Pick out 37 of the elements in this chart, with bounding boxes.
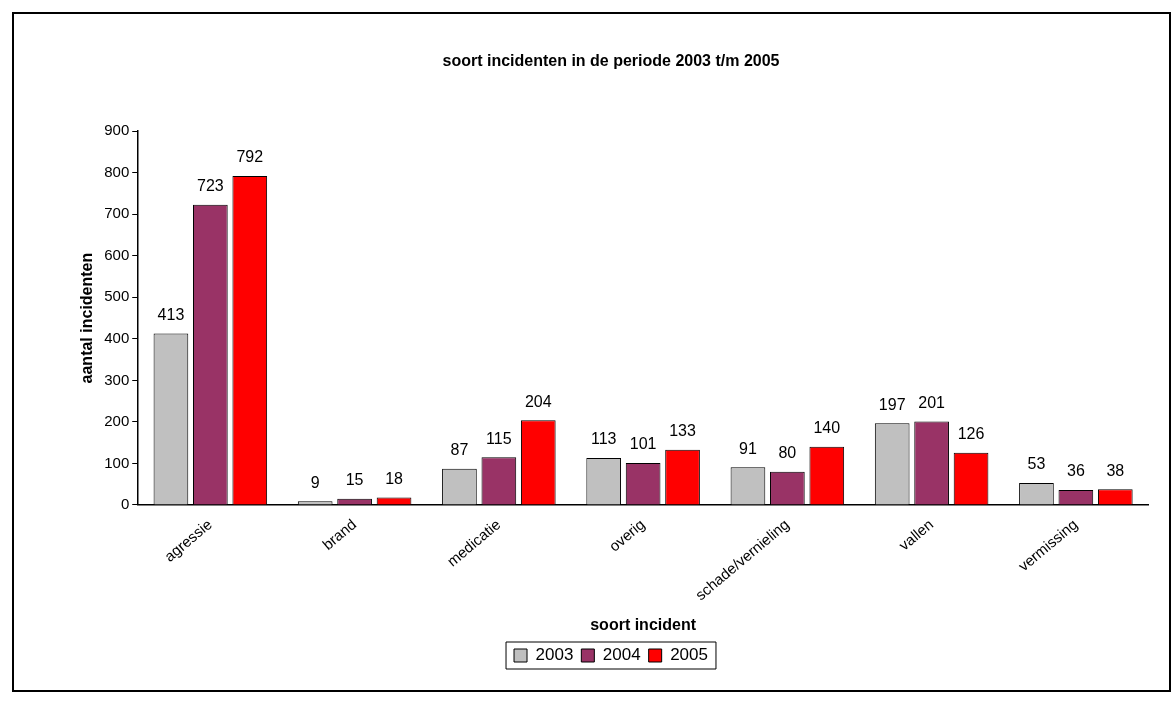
y-tick-label: 700 (104, 204, 130, 222)
y-tick-label: 200 (104, 412, 130, 430)
chart-title: soort incidenten in de periode 2003 t/m 2005 (442, 52, 780, 70)
data-label: 201 (918, 393, 946, 411)
x-axis-title: soort incident (590, 615, 697, 633)
data-label: 18 (385, 469, 404, 487)
y-axis-title: aantal incidenten (78, 252, 96, 384)
legend-label: 2005 (670, 645, 708, 665)
data-label: 140 (813, 419, 841, 437)
y-tick-label: 0 (120, 495, 130, 513)
data-label: 197 (878, 395, 906, 413)
y-tick-label: 900 (104, 121, 130, 139)
data-label: 792 (236, 148, 264, 166)
data-label: 101 (629, 435, 657, 453)
data-label: 133 (669, 422, 696, 440)
y-tick-label: 300 (104, 370, 130, 388)
data-label: 36 (1066, 462, 1085, 480)
y-tick-label: 100 (104, 453, 130, 471)
y-tick-label: 400 (104, 328, 130, 346)
data-label: 15 (345, 471, 364, 489)
data-label: 9 (310, 473, 320, 491)
data-label: 126 (957, 425, 985, 443)
y-tick-label: 500 (104, 287, 130, 305)
data-label: 38 (1106, 461, 1125, 479)
legend-label: 2004 (602, 645, 641, 665)
y-tick-label: 800 (104, 162, 130, 180)
y-tick-label: 600 (104, 245, 130, 263)
data-label: 53 (1027, 455, 1046, 473)
data-label: 87 (450, 441, 469, 459)
legend-label: 2003 (535, 645, 574, 665)
data-label: 723 (197, 177, 224, 195)
data-label: 204 (524, 392, 552, 410)
data-label: 80 (778, 444, 797, 462)
data-label: 91 (739, 439, 757, 457)
data-label: 115 (486, 429, 512, 447)
data-label: 113 (590, 430, 617, 448)
data-label: 413 (157, 305, 185, 323)
